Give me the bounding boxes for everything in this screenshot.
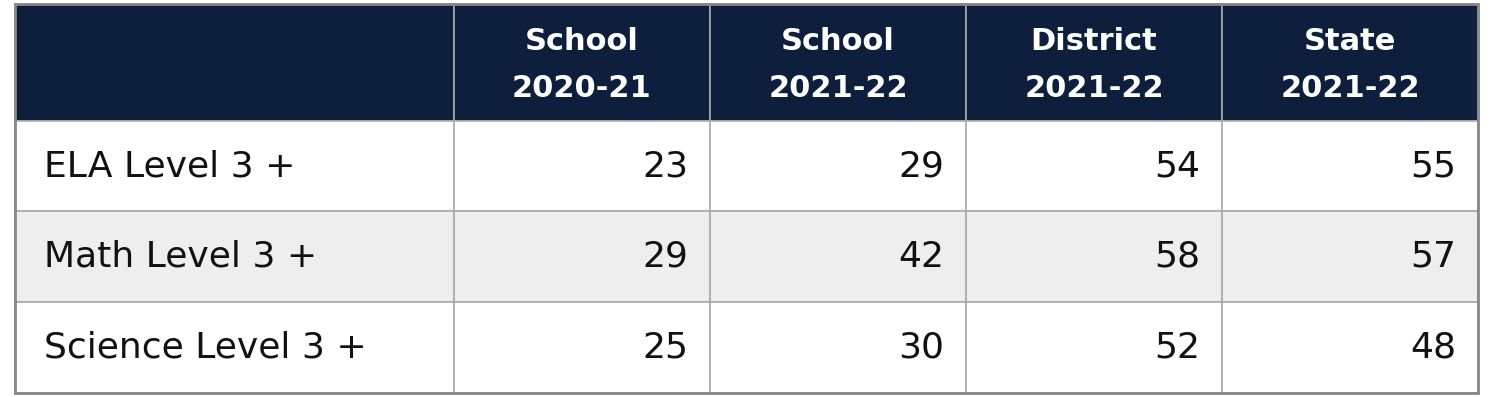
Text: State: State <box>1303 27 1396 56</box>
Text: 48: 48 <box>1409 331 1456 364</box>
Text: Science Level 3 +: Science Level 3 + <box>45 331 367 364</box>
Text: Math Level 3 +: Math Level 3 + <box>45 240 318 274</box>
Bar <box>1221 121 1478 212</box>
Text: 30: 30 <box>897 331 944 364</box>
Text: 29: 29 <box>899 149 944 183</box>
Bar <box>966 302 1221 393</box>
Text: 57: 57 <box>1409 240 1456 274</box>
Text: 25: 25 <box>642 331 688 364</box>
Bar <box>454 212 709 302</box>
Bar <box>1221 302 1478 393</box>
Text: 42: 42 <box>897 240 944 274</box>
Bar <box>966 4 1221 121</box>
Bar <box>15 212 454 302</box>
Bar <box>966 212 1221 302</box>
Bar <box>1221 4 1478 121</box>
Text: School: School <box>781 27 894 56</box>
Bar <box>454 121 709 212</box>
Bar <box>709 4 966 121</box>
Text: 29: 29 <box>642 240 688 274</box>
Text: 58: 58 <box>1154 240 1200 274</box>
Text: District: District <box>1030 27 1157 56</box>
Bar <box>15 4 454 121</box>
Bar <box>709 302 966 393</box>
Text: 23: 23 <box>642 149 688 183</box>
Text: 55: 55 <box>1409 149 1456 183</box>
Text: 52: 52 <box>1154 331 1200 364</box>
Bar <box>15 302 454 393</box>
Text: 2020-21: 2020-21 <box>512 73 652 102</box>
Bar <box>15 121 454 212</box>
Bar <box>709 212 966 302</box>
Text: 2021-22: 2021-22 <box>1024 73 1165 102</box>
Bar <box>454 4 709 121</box>
Bar <box>966 121 1221 212</box>
Text: 2021-22: 2021-22 <box>1280 73 1420 102</box>
Text: 54: 54 <box>1154 149 1200 183</box>
Text: School: School <box>526 27 639 56</box>
Bar <box>1221 212 1478 302</box>
Bar <box>454 302 709 393</box>
Text: 2021-22: 2021-22 <box>767 73 908 102</box>
Bar <box>709 121 966 212</box>
Text: ELA Level 3 +: ELA Level 3 + <box>45 149 296 183</box>
